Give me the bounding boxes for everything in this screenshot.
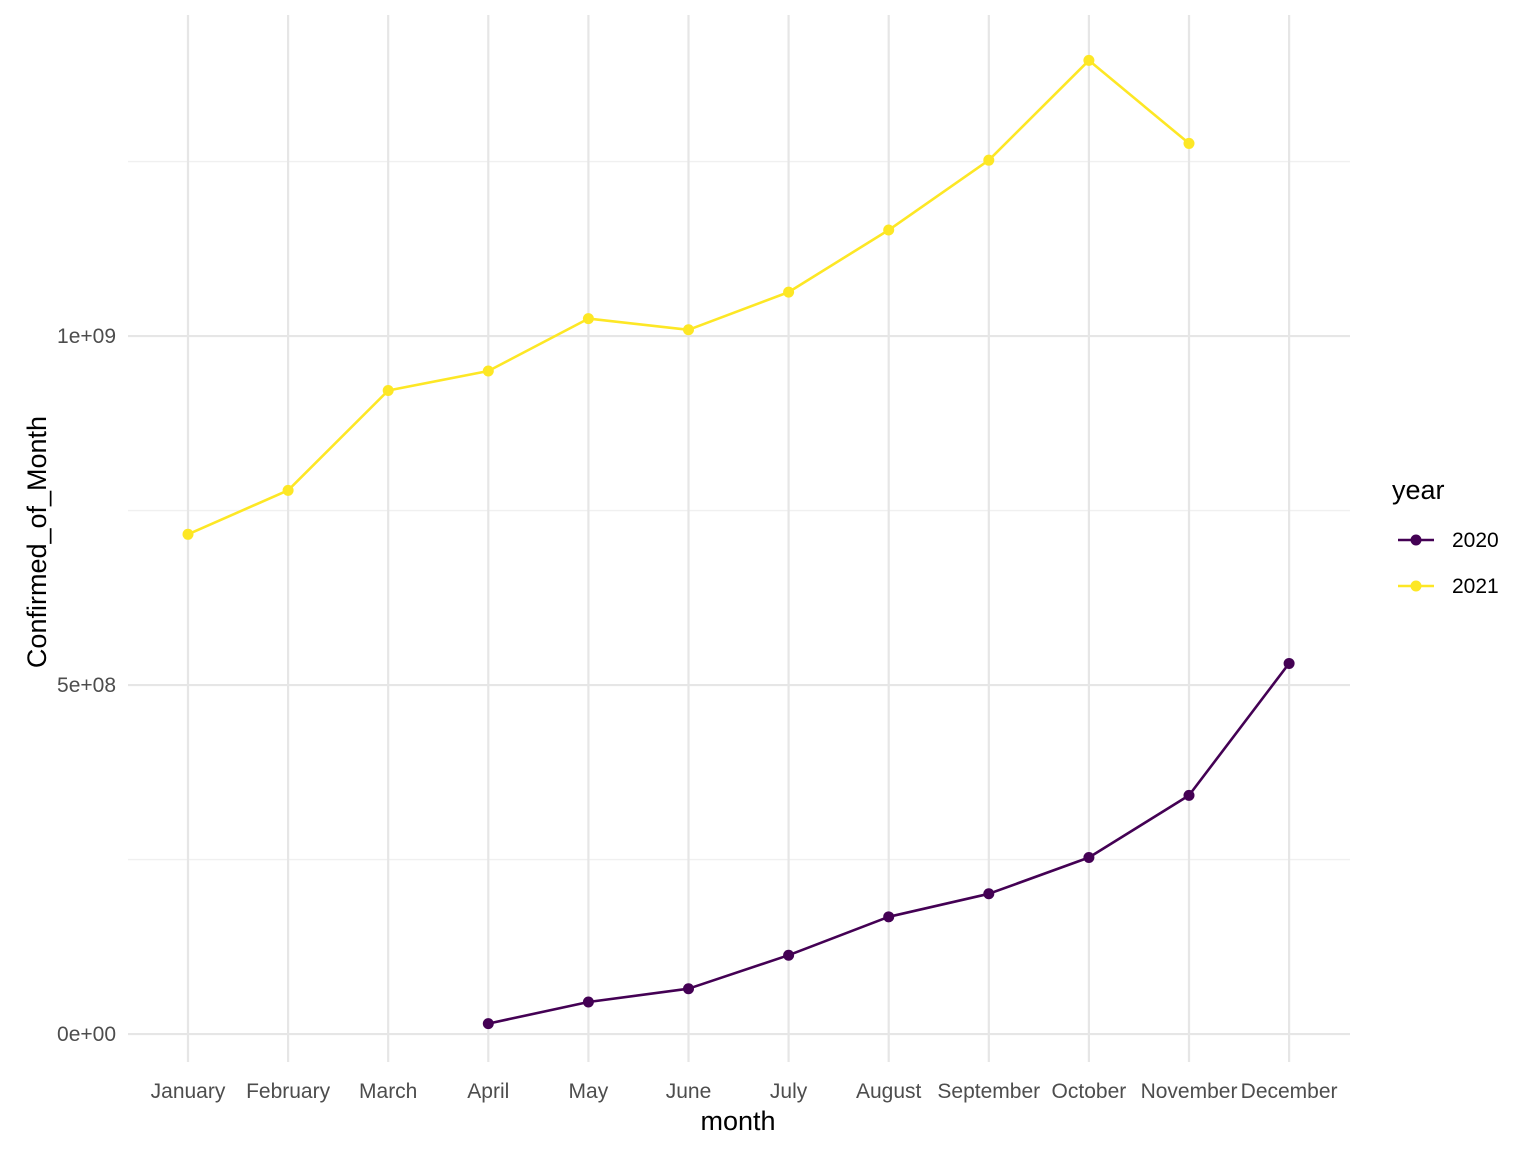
data-point-2021 — [883, 224, 895, 236]
y-tick-label: 1e+09 — [57, 325, 116, 348]
x-tick-label: September — [937, 1080, 1040, 1103]
legend-label-2021: 2021 — [1452, 575, 1499, 598]
x-axis-title: month — [700, 1106, 775, 1136]
data-point-2020 — [582, 996, 594, 1008]
data-point-2020 — [983, 888, 995, 900]
data-point-2020 — [883, 911, 895, 923]
data-point-2021 — [182, 528, 194, 540]
x-tick-label: June — [666, 1080, 712, 1103]
series-2021 — [182, 54, 1195, 540]
x-tick-label: February — [246, 1080, 331, 1103]
legend-title: year — [1392, 475, 1445, 505]
x-tick-label: January — [151, 1080, 226, 1103]
data-point-2020 — [783, 949, 795, 961]
legend-key-point-2021 — [1410, 580, 1422, 592]
series-lines — [182, 54, 1295, 1030]
axis-tick-labels: 0e+00 5e+08 1e+09 January February March April… — [57, 325, 1338, 1103]
legend: year 2020 2021 — [1392, 475, 1499, 598]
data-point-2020 — [482, 1018, 494, 1030]
x-tick-label: August — [856, 1080, 922, 1103]
data-point-2020 — [1083, 851, 1095, 863]
data-point-2021 — [1083, 54, 1095, 66]
grid — [128, 15, 1350, 1062]
legend-label-2020: 2020 — [1452, 529, 1499, 552]
y-axis-title: Confirmed_of_Month — [22, 416, 52, 668]
series-2020 — [482, 657, 1295, 1030]
x-tick-label: December — [1241, 1080, 1338, 1103]
x-tick-label: October — [1052, 1080, 1127, 1103]
data-point-2020 — [683, 983, 694, 995]
data-point-2020 — [1283, 657, 1295, 669]
data-point-2021 — [1183, 137, 1195, 149]
data-point-2021 — [582, 313, 594, 325]
data-point-2020 — [1183, 789, 1195, 801]
x-tick-label: April — [467, 1080, 509, 1103]
data-point-2021 — [482, 365, 494, 377]
data-point-2021 — [382, 385, 394, 397]
x-tick-label: July — [770, 1080, 808, 1103]
data-point-2021 — [783, 286, 795, 298]
data-point-2021 — [983, 154, 995, 166]
legend-key-point-2020 — [1410, 534, 1422, 546]
x-tick-label: March — [359, 1080, 417, 1103]
y-tick-label: 0e+00 — [57, 1023, 116, 1046]
x-tick-label: May — [569, 1080, 609, 1103]
y-tick-label: 5e+08 — [57, 674, 116, 697]
data-point-2021 — [683, 324, 694, 336]
data-point-2021 — [282, 484, 294, 496]
x-tick-label: November — [1141, 1080, 1238, 1103]
